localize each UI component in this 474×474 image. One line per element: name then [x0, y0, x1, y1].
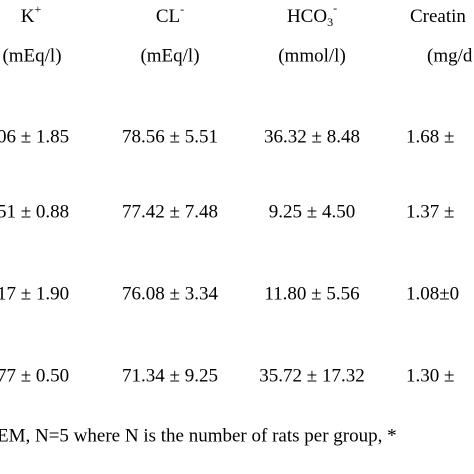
header-superscript: - — [333, 1, 337, 15]
table-cell: 1.30 ± — [406, 365, 454, 386]
header-text: HCO — [287, 6, 327, 27]
table-cell: 1.08±0 — [406, 283, 459, 304]
table-cell: 36.32 ± 8.48 — [264, 126, 360, 147]
header-superscript: - — [180, 2, 184, 16]
column-header: K+ — [21, 2, 42, 28]
header-superscript: + — [34, 2, 41, 16]
header-text: Creatin — [410, 6, 466, 27]
column-header: HCO3- — [287, 1, 337, 29]
header-text: K — [21, 6, 35, 27]
table-cell: 76.08 ± 3.34 — [122, 283, 218, 304]
table-cell: 17 ± 1.90 — [0, 283, 69, 304]
table-cell: 51 ± 0.88 — [0, 201, 69, 222]
column-header: CL- — [156, 2, 184, 28]
table-cell: 06 ± 1.85 — [0, 126, 69, 147]
column-unit: (mEq/l) — [140, 45, 199, 66]
column-unit: (mg/d — [427, 45, 473, 66]
table-cell: 71.34 ± 9.25 — [122, 365, 218, 386]
header-text: CL — [156, 6, 180, 27]
table-cell: 1.68 ± — [406, 126, 454, 147]
table-cell: 77.42 ± 7.48 — [122, 201, 218, 222]
header-subscript: 3 — [327, 15, 333, 29]
table-cell: 1.37 ± — [406, 201, 454, 222]
table-cell: 35.72 ± 17.32 — [259, 365, 364, 386]
table-cell: 11.80 ± 5.56 — [264, 283, 359, 304]
footnote: EM, N=5 where N is the number of rats pe… — [0, 425, 397, 446]
table-cell: 9.25 ± 4.50 — [269, 201, 355, 222]
table-cell: 78.56 ± 5.51 — [122, 126, 218, 147]
table-cell: 77 ± 0.50 — [0, 365, 69, 386]
column-unit: (mmol/l) — [278, 45, 346, 66]
column-unit: (mEq/l) — [2, 45, 61, 66]
column-header: Creatin — [410, 6, 466, 27]
